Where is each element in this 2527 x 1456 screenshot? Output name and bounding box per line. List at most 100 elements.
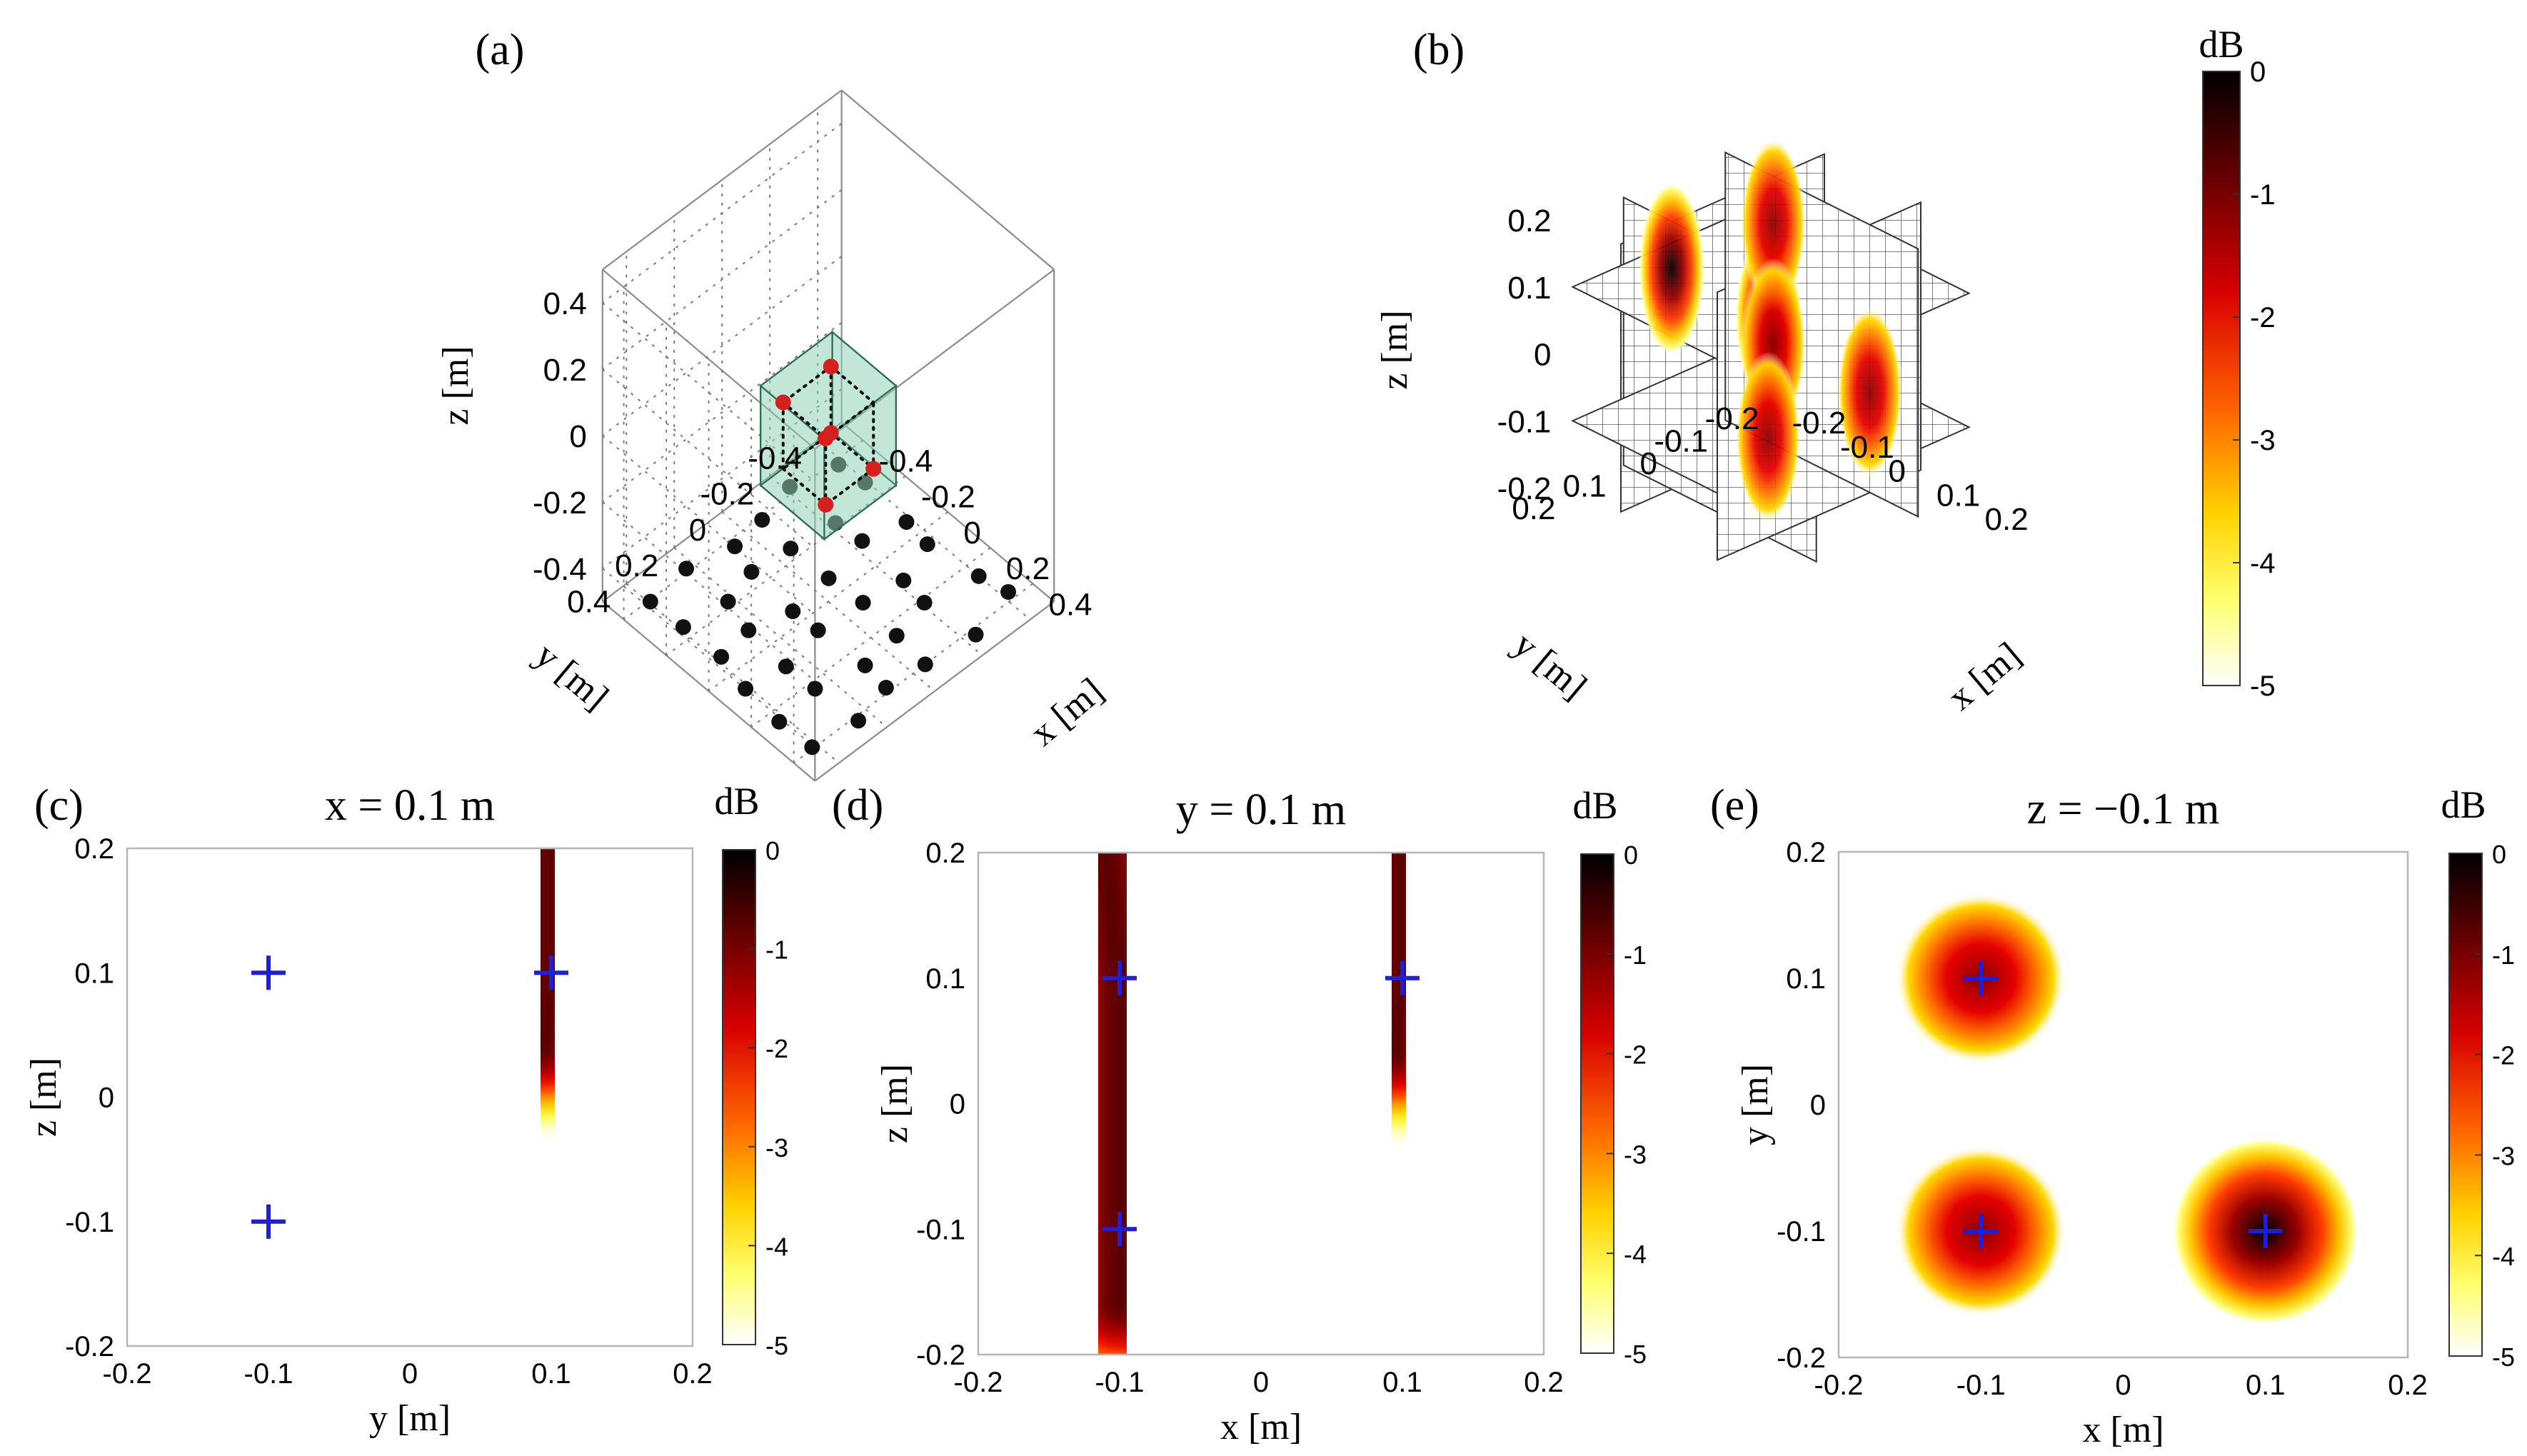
panel-a-3d-geometry: (a) -0.4-0.200.20.4-0.4-0.200.20.4-0.4-0… — [436, 26, 1111, 782]
panel-a-grid-line — [602, 256, 843, 436]
panel-a-microphone — [720, 593, 736, 610]
panel-b-hotspot — [1735, 351, 1802, 523]
panel-c-ytick: 0 — [99, 1083, 114, 1114]
panel-b-colorbar-ticklabel: -5 — [2250, 671, 2276, 702]
panel-a-microphone — [857, 657, 873, 673]
panel-c-colorbar-ticklabel: -2 — [765, 1034, 788, 1063]
panel-b-hotspot — [1639, 182, 1705, 354]
panel-a-grid-line — [626, 583, 840, 764]
panel-b-ytick: 0.1 — [1563, 469, 1607, 504]
panel-c-colorbar-label: dB — [714, 780, 759, 823]
panel-a-microphone — [771, 713, 788, 730]
panel-b-ytick: -0.1 — [1654, 424, 1708, 459]
panel-e-colorbar-ticklabel: -1 — [2492, 940, 2515, 970]
panel-e-colorbar-ticklabel: -4 — [2492, 1242, 2515, 1271]
panel-a-box-edge — [840, 89, 1055, 271]
panel-a-grid-line — [673, 547, 888, 728]
panel-b-slice-planes — [1571, 137, 1971, 563]
panel-e-title: z = −0.1 m — [2027, 785, 2220, 833]
panel-e-label: (e) — [1710, 781, 1759, 830]
panel-a-ztick: 0.2 — [543, 353, 587, 388]
panel-a-ytick: 0.4 — [567, 584, 611, 619]
panel-a-inner-cube-edge — [781, 401, 828, 440]
panel-b-colorbar-ticklabel: 0 — [2250, 56, 2266, 88]
panel-d-ytick: 0.1 — [925, 963, 965, 995]
panel-a-microphone — [807, 681, 823, 697]
panel-a-label: (a) — [476, 26, 525, 74]
panel-d-colorbar-ticklabel: -2 — [1624, 1040, 1647, 1070]
panel-c-ytick: 0.1 — [74, 958, 114, 989]
panel-d-xtick: 0.1 — [1382, 1367, 1422, 1398]
panel-a-inner-cube-edge — [824, 467, 875, 506]
panel-a-ztick: 0.4 — [543, 286, 587, 321]
panel-b-colorbar-ticklabel: -4 — [2250, 548, 2276, 579]
panel-e-colorbar-ticklabel: -3 — [2492, 1141, 2515, 1170]
panel-d-colorbar-ticklabel: 0 — [1624, 840, 1638, 870]
panel-c-xtick: 0.1 — [531, 1358, 571, 1390]
panel-a-microphone — [675, 619, 691, 636]
panel-a-microphone — [830, 456, 847, 473]
panel-b-xtick: 0 — [1889, 454, 1906, 489]
panel-c-ylabel: z [m] — [24, 1058, 64, 1137]
panel-e-frame — [1837, 850, 2409, 1359]
panel-d-title: y = 0.1 m — [1176, 785, 1346, 834]
panel-c-ytick: 0.2 — [74, 833, 114, 865]
panel-a-grid-line — [602, 388, 843, 569]
panel-d-colorbar-ticklabel: -3 — [1624, 1140, 1647, 1169]
panel-e-slice-z: -0.2 -0.1 0 0.1 0.2 -0.2 -0.1 0 0.1 0.2 x [m] y [m]… — [1735, 783, 2515, 1450]
panel-a-ytick: -0.4 — [748, 441, 802, 476]
panel-b-colorbar-gradient — [2202, 71, 2241, 686]
panel-a-xtick: 0.2 — [1006, 551, 1050, 586]
panel-a-xtick: 0 — [963, 516, 980, 551]
panel-a-microphone — [919, 536, 935, 553]
panel-a-microphone — [810, 622, 826, 638]
panel-d-blob-layer — [1094, 853, 1131, 1315]
panel-a-microphone — [783, 541, 799, 557]
panel-d-frame — [977, 851, 1545, 1356]
panel-e-ytick: -0.2 — [1777, 1342, 1826, 1374]
panel-a-grid-line — [602, 322, 843, 503]
panel-e-ytick: -0.1 — [1777, 1216, 1826, 1247]
panel-c-colorbar-ticklabel: -1 — [765, 935, 788, 965]
panel-b-3d-slices: (b) -0.2-0.100.10.2-0.2-0.100.10.2-0.2-0… — [1375, 23, 2276, 718]
panel-a-microphone — [713, 648, 730, 665]
panel-a-microphone — [727, 538, 743, 555]
panel-b-ztick: 0 — [1534, 338, 1551, 373]
panel-a-grid-line — [750, 547, 991, 728]
panel-c-colorbar-ticklabel: -4 — [765, 1232, 788, 1261]
panel-a-source-points — [775, 358, 882, 513]
panel-c-xtick: -0.1 — [244, 1358, 293, 1390]
panel-b-colorbar-label: dB — [2199, 23, 2244, 66]
panel-e-colorbar-gradient — [2448, 853, 2483, 1357]
panel-a-tick-labels: -0.4-0.200.20.4-0.4-0.200.20.4-0.4-0.200… — [533, 286, 1092, 622]
panel-e-colorbar-ticklabel: 0 — [2492, 840, 2506, 869]
panel-a-microphone — [804, 739, 820, 755]
panel-a-grid-line — [602, 123, 843, 303]
panel-c-heatmap-field — [148, 848, 636, 1346]
panel-b-ytick: -0.2 — [1705, 401, 1759, 436]
panel-a-source-point — [775, 394, 791, 411]
panel-a-box-edge — [814, 268, 1055, 450]
panel-c-blob-layer — [535, 848, 561, 1057]
panel-a-microphone — [898, 514, 915, 531]
panel-c-colorbar-ticklabel: 0 — [765, 836, 780, 865]
panel-a-box-edge — [602, 89, 843, 271]
panel-a-ztick: 0 — [569, 419, 586, 454]
panel-a-box-edge — [602, 268, 816, 450]
panel-d-colorbar-ticklabel: -5 — [1624, 1340, 1647, 1369]
panel-d-colorbar-ticklabel: -4 — [1624, 1240, 1647, 1269]
panel-a-microphone — [642, 593, 658, 610]
panel-d-ytick: -0.2 — [916, 1340, 965, 1371]
panel-a-zlabel: z [m] — [436, 346, 476, 425]
panel-a-source-point — [823, 425, 839, 441]
panel-b-xlabel: x [m] — [1940, 635, 2029, 718]
panel-a-microphone — [855, 595, 871, 611]
panel-a-microphone — [740, 622, 757, 638]
panel-d-xtick: -0.1 — [1095, 1367, 1145, 1398]
panel-e-xtick: 0.1 — [2246, 1370, 2286, 1401]
panel-c-xtick: -0.2 — [103, 1358, 152, 1390]
panel-a-microphone — [968, 626, 984, 643]
panel-b-colorbar: dB0 -1 -2 -3 -4 -5 — [2199, 23, 2275, 702]
panel-a-ztick: -0.4 — [533, 552, 587, 587]
panel-e-xtick: -0.1 — [1956, 1370, 2006, 1401]
